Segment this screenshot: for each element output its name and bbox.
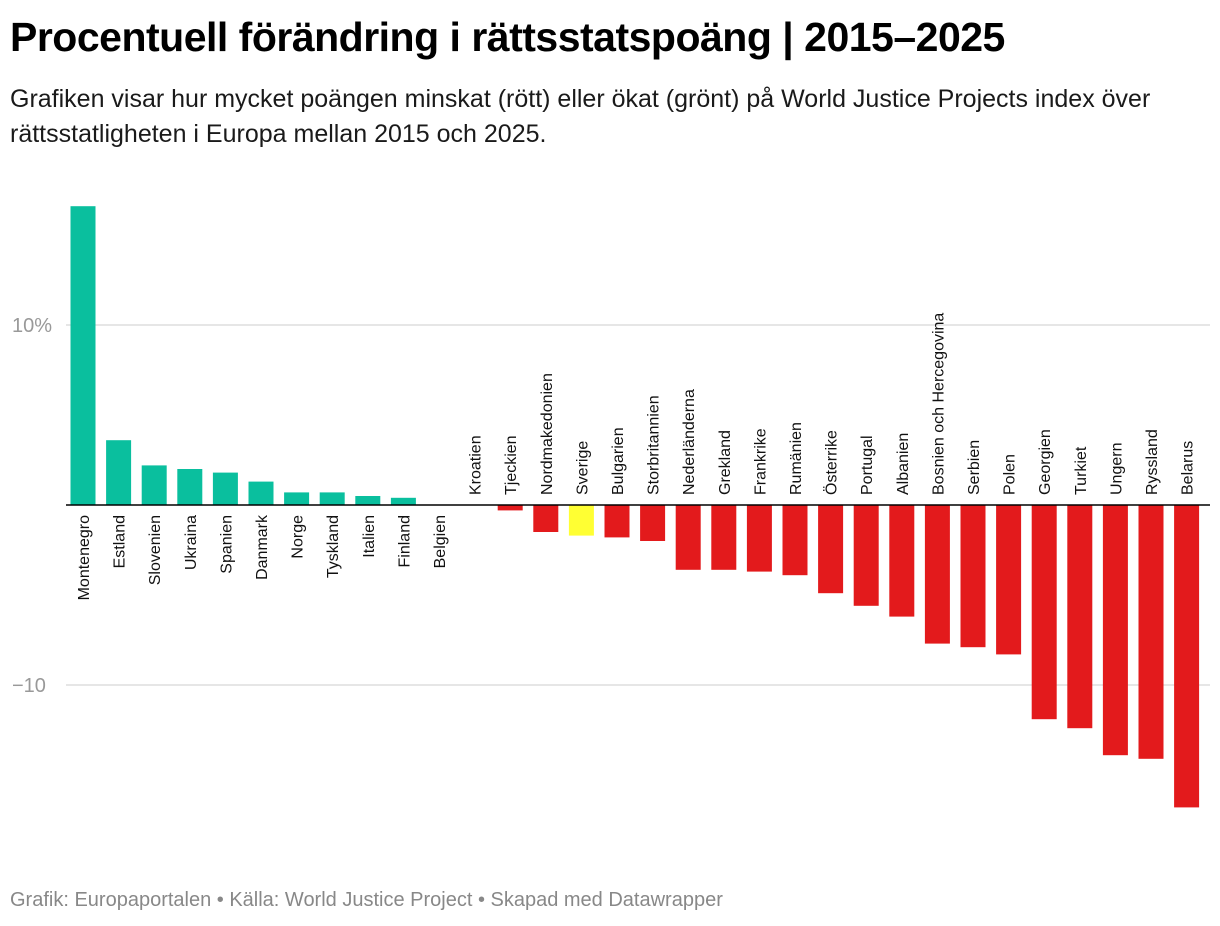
bar-grekland: [711, 505, 737, 570]
category-label: Finland: [396, 515, 413, 567]
bar-portugal: [853, 505, 879, 606]
category-label: Storbritannien: [646, 395, 663, 495]
category-labels: Montenegro Estland Slovenien Ukraina Spanien…: [76, 313, 1197, 601]
bar-norge: [284, 492, 310, 505]
category-label: Danmark: [254, 514, 271, 580]
category-label: Tjeckien: [503, 435, 520, 495]
bar-slovenien: [141, 465, 167, 505]
bar-polen: [996, 505, 1022, 655]
gridlines: 10% −10: [12, 315, 1210, 697]
category-label: Italien: [361, 515, 378, 558]
category-label: Ungern: [1108, 443, 1125, 495]
category-label: Slovenien: [147, 515, 164, 585]
bar-nederländerna: [675, 505, 701, 570]
bar-ryssland: [1138, 505, 1164, 759]
category-label: Polen: [1002, 454, 1019, 495]
category-label: Bosnien och Hercegovina: [930, 313, 947, 495]
category-label: Österrike: [823, 430, 841, 495]
bar-italien: [355, 496, 381, 505]
category-label: Tyskland: [325, 515, 342, 578]
category-label: Grekland: [717, 430, 734, 495]
y-tick-label: −10: [12, 675, 46, 697]
category-label: Serbien: [966, 440, 983, 495]
category-label: Spanien: [218, 515, 235, 574]
category-label: Portugal: [859, 435, 876, 495]
category-label: Albanien: [895, 433, 912, 495]
bar-estland: [106, 440, 132, 505]
bar-georgien: [1031, 505, 1057, 720]
category-label: Montenegro: [76, 515, 93, 600]
bar-storbritannien: [640, 505, 666, 541]
category-label: Estland: [112, 515, 129, 568]
bar-ungern: [1102, 505, 1128, 756]
category-label: Ukraina: [183, 515, 200, 570]
category-label: Ryssland: [1144, 429, 1161, 495]
category-label: Turkiet: [1073, 446, 1090, 495]
bar-serbien: [960, 505, 986, 648]
category-label: Bulgarien: [610, 427, 627, 495]
bar-danmark: [248, 481, 274, 505]
category-label: Belgien: [432, 515, 449, 568]
bar-belarus: [1174, 505, 1200, 808]
category-label: Norge: [290, 515, 307, 559]
category-label: Nederländerna: [681, 389, 698, 495]
y-tick-label: 10%: [12, 315, 52, 337]
category-label: Kroatien: [468, 435, 485, 495]
category-label: Frankrike: [752, 428, 769, 495]
category-label: Georgien: [1037, 429, 1054, 495]
bar-albanien: [889, 505, 915, 617]
bar-tjeckien: [497, 505, 523, 511]
category-label: Belarus: [1180, 441, 1197, 495]
category-label: Rumänien: [788, 422, 805, 495]
bar-nordmakedonien: [533, 505, 559, 532]
bars: [70, 206, 1200, 808]
bar-spanien: [212, 472, 238, 505]
bar-frankrike: [746, 505, 772, 572]
category-label: Nordmakedonien: [539, 373, 556, 495]
chart-title: Procentuell förändring i rättsstatspoäng…: [10, 14, 1005, 60]
bar-turkiet: [1067, 505, 1093, 729]
bar-montenegro: [70, 206, 96, 505]
category-label: Sverige: [574, 441, 591, 495]
bar-rumänien: [782, 505, 808, 576]
bar-österrike: [818, 505, 844, 594]
bar-tyskland: [319, 492, 345, 505]
bar-finland: [390, 497, 416, 505]
bar-bosnien-och-hercegovina: [924, 505, 950, 644]
bar-sverige: [568, 505, 594, 536]
chart-footer: Grafik: Europaportalen • Källa: World Ju…: [10, 889, 723, 911]
chart-subtitle: Grafiken visar hur mycket poängen minska…: [10, 85, 1151, 148]
bar-ukraina: [177, 469, 203, 505]
bar-bulgarien: [604, 505, 630, 538]
